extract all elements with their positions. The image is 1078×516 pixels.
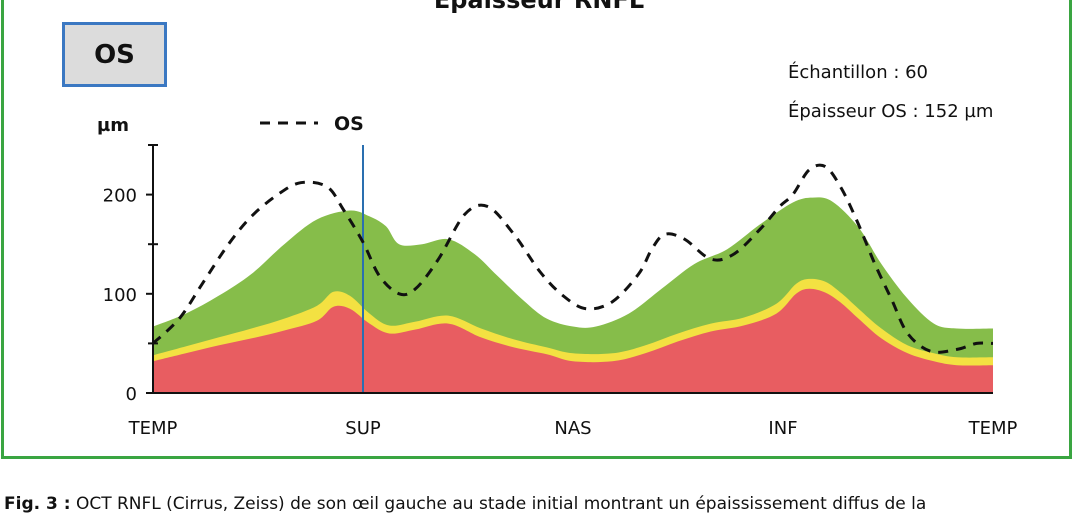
- thickness-text: Épaisseur OS : 152 µm: [788, 101, 994, 122]
- y-tick-label: 100: [103, 285, 137, 306]
- sample-count-text: Échantillon : 60: [788, 62, 929, 83]
- figure-caption: Fig. 3 : OCT RNFL (Cirrus, Zeiss) de son…: [4, 494, 1078, 514]
- eye-badge: OS: [62, 22, 167, 87]
- bands-group: [153, 197, 993, 393]
- legend-label: OS: [334, 113, 364, 135]
- chart-title: Épaisseur RNFL: [433, 0, 645, 14]
- x-tick-label: NAS: [554, 418, 591, 439]
- os-dashed-curve: [151, 163, 994, 354]
- axes-group: 0 100 200 µm TEMP SUP NAS INF TEMP: [97, 115, 1018, 439]
- rnfl-chart: 0 100 200 µm TEMP SUP NAS INF TEMP OS: [97, 113, 1018, 439]
- os-curve-group: [151, 163, 994, 354]
- caption-text: OCT RNFL (Cirrus, Zeiss) de son œil gauc…: [75, 494, 927, 514]
- x-tick-label: SUP: [345, 418, 381, 439]
- chart-frame: [1, 0, 1072, 459]
- y-axis-label: µm: [97, 115, 129, 136]
- y-tick-label: 0: [126, 384, 137, 405]
- legend-group: OS: [260, 113, 364, 135]
- y-tick-label: 200: [103, 186, 137, 207]
- eye-badge-label: OS: [94, 39, 135, 70]
- x-tick-label: INF: [768, 418, 797, 439]
- x-tick-label: TEMP: [968, 418, 1018, 439]
- x-tick-label: TEMP: [128, 418, 178, 439]
- caption-lead: Fig. 3 :: [4, 494, 71, 514]
